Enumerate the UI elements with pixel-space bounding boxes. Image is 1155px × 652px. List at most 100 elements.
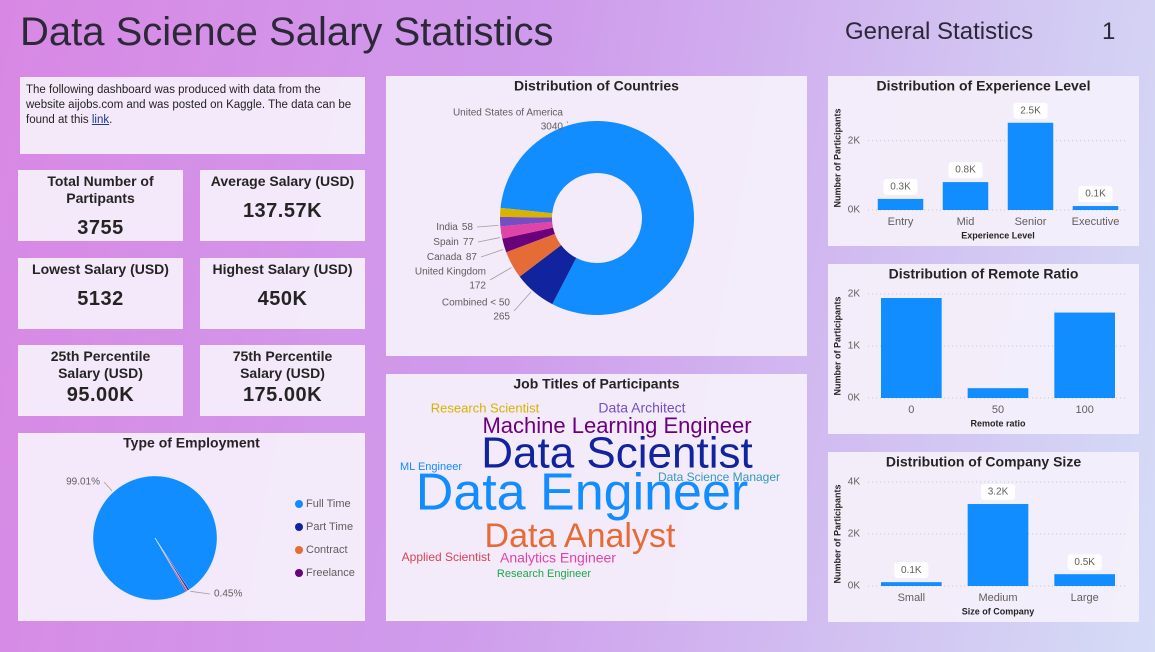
data-label-name: United States of America [453, 108, 563, 119]
data-label: 0.8K [955, 165, 976, 176]
data-label-group: Spain 77 [433, 237, 474, 248]
kpi-value: 175.00K [242, 384, 323, 406]
kpi-value: 5132 [77, 288, 124, 310]
kpi-label: Highest Salary (USD) [212, 261, 353, 277]
slice [506, 233, 562, 277]
leader-line [190, 590, 211, 595]
chart: Distribution of Company Size 0K 2K 4K Small 0… [832, 454, 1128, 616]
chart: Distribution of Experience Level 0K 2K Entr… [832, 78, 1128, 240]
kpi-value: 450K [257, 288, 308, 310]
kpi-card: 25th Percentile Salary (USD) 95.00K [18, 345, 183, 416]
slice [500, 216, 553, 227]
legend-swatch [295, 523, 303, 531]
x-axis-label: Experience Level [961, 230, 1035, 240]
data-label: 265 [493, 312, 510, 323]
chart: Type of Employment 99.01% 0.45% Full Time Pa… [66, 435, 355, 601]
chart-panel: Distribution of Countries United States o… [386, 76, 807, 356]
x-tick-label: 100 [1075, 404, 1093, 416]
kpi-card: Highest Salary (USD) 450K [200, 258, 365, 329]
intro-panel: The following dashboard was produced wit… [20, 77, 365, 154]
data-label: 0.1K [1085, 189, 1106, 200]
page-title: General Statistics [845, 18, 1034, 45]
kpi-value: 95.00K [66, 384, 135, 406]
slice [500, 121, 694, 315]
x-tick-label: Entry [888, 216, 914, 228]
y-tick-label: 0K [848, 393, 861, 404]
data-label-name: India [436, 222, 458, 233]
chart-panel: Distribution of Company Size 0K 2K 4K Small 0… [828, 452, 1139, 622]
intro-text: The following dashboard was produced wit… [26, 84, 352, 126]
data-label-box [981, 484, 1015, 501]
y-axis-label: Number of Participants [832, 484, 842, 583]
chart-title: Type of Employment [123, 435, 260, 451]
kpi-value: 3755 [77, 217, 124, 239]
bar [881, 582, 942, 586]
leader-line [477, 237, 501, 243]
data-label: 58 [462, 222, 474, 233]
page-number: 1 [1102, 18, 1116, 45]
x-tick-label: Executive [1072, 216, 1120, 228]
legend-swatch [295, 546, 303, 554]
data-label: 2.5K [1020, 105, 1041, 116]
dashboard-title: Data Science Salary Statistics [20, 10, 554, 54]
x-tick-label: Mid [957, 216, 975, 228]
data-label-name: Canada [427, 252, 462, 263]
chart: Distribution of Countries United States o… [415, 78, 694, 323]
chart-title: Distribution of Experience Level [877, 78, 1091, 94]
slice [500, 207, 553, 218]
bar [967, 388, 1029, 398]
bar [1007, 122, 1054, 210]
word: Applied Scientist [402, 550, 491, 564]
chart: Distribution of Remote Ratio 0K 1K 2K 0 50 100… [832, 266, 1128, 428]
slice [502, 227, 555, 253]
data-label-box [1013, 102, 1048, 119]
kpi-label: Average Salary (USD) [210, 173, 355, 189]
chart-title: Distribution of Company Size [886, 454, 1081, 470]
kpi-card: Average Salary (USD) 137.57K [200, 170, 365, 241]
y-tick-label: 2K [848, 135, 861, 146]
word: Data Architect [598, 400, 685, 416]
legend-label: Full Time [306, 498, 351, 510]
kpi-label: 25th Percentile Salary (USD) [50, 348, 151, 381]
leader-line [566, 120, 569, 124]
legend-label: Part Time [306, 521, 353, 533]
leader-line [480, 249, 504, 258]
word: Data Analyst [485, 517, 676, 555]
leader-line [476, 225, 499, 228]
data-label: 0.45% [214, 589, 242, 600]
legend-label: Freelance [306, 567, 355, 579]
intro-link[interactable]: link [91, 114, 110, 126]
legend-swatch [295, 500, 303, 508]
kpi-value: 137.57K [242, 200, 323, 222]
x-tick-label: 0 [908, 404, 914, 416]
data-label-box [883, 178, 918, 195]
chart: Job Titles of Participants Research Scien… [400, 376, 780, 580]
data-label-box [894, 562, 929, 579]
bar [877, 198, 924, 210]
x-axis-label: Size of Company [962, 606, 1035, 616]
word: Data Engineer [416, 464, 748, 522]
slice [519, 245, 577, 305]
x-tick-label: Senior [1015, 216, 1047, 228]
y-tick-label: 4K [848, 477, 861, 488]
word: Data Science Manager [658, 470, 780, 484]
bar [942, 182, 989, 210]
chart-panel: Distribution of Experience Level 0K 2K Entr… [828, 76, 1139, 246]
chart-panel: Distribution of Remote Ratio 0K 1K 2K 0 50 100… [828, 264, 1139, 434]
kpi-label: Total Number of Partipants [47, 173, 154, 206]
data-label-name: Spain [433, 237, 459, 248]
y-tick-label: 2K [848, 529, 861, 540]
data-label: 172 [469, 281, 486, 292]
x-tick-label: 50 [992, 404, 1004, 416]
y-axis-label: Number of Participants [832, 108, 842, 207]
bar [881, 298, 942, 398]
data-label: 99.01% [66, 477, 100, 488]
kpi-label: 75th Percentile Salary (USD) [232, 348, 333, 381]
x-tick-label: Small [898, 592, 926, 604]
bar [967, 504, 1029, 586]
leader-line [103, 481, 113, 491]
data-label: 77 [463, 237, 475, 248]
data-label: 87 [466, 252, 478, 263]
kpi-card: Lowest Salary (USD) 5132 [18, 258, 183, 329]
data-label: 3040 [541, 122, 564, 133]
